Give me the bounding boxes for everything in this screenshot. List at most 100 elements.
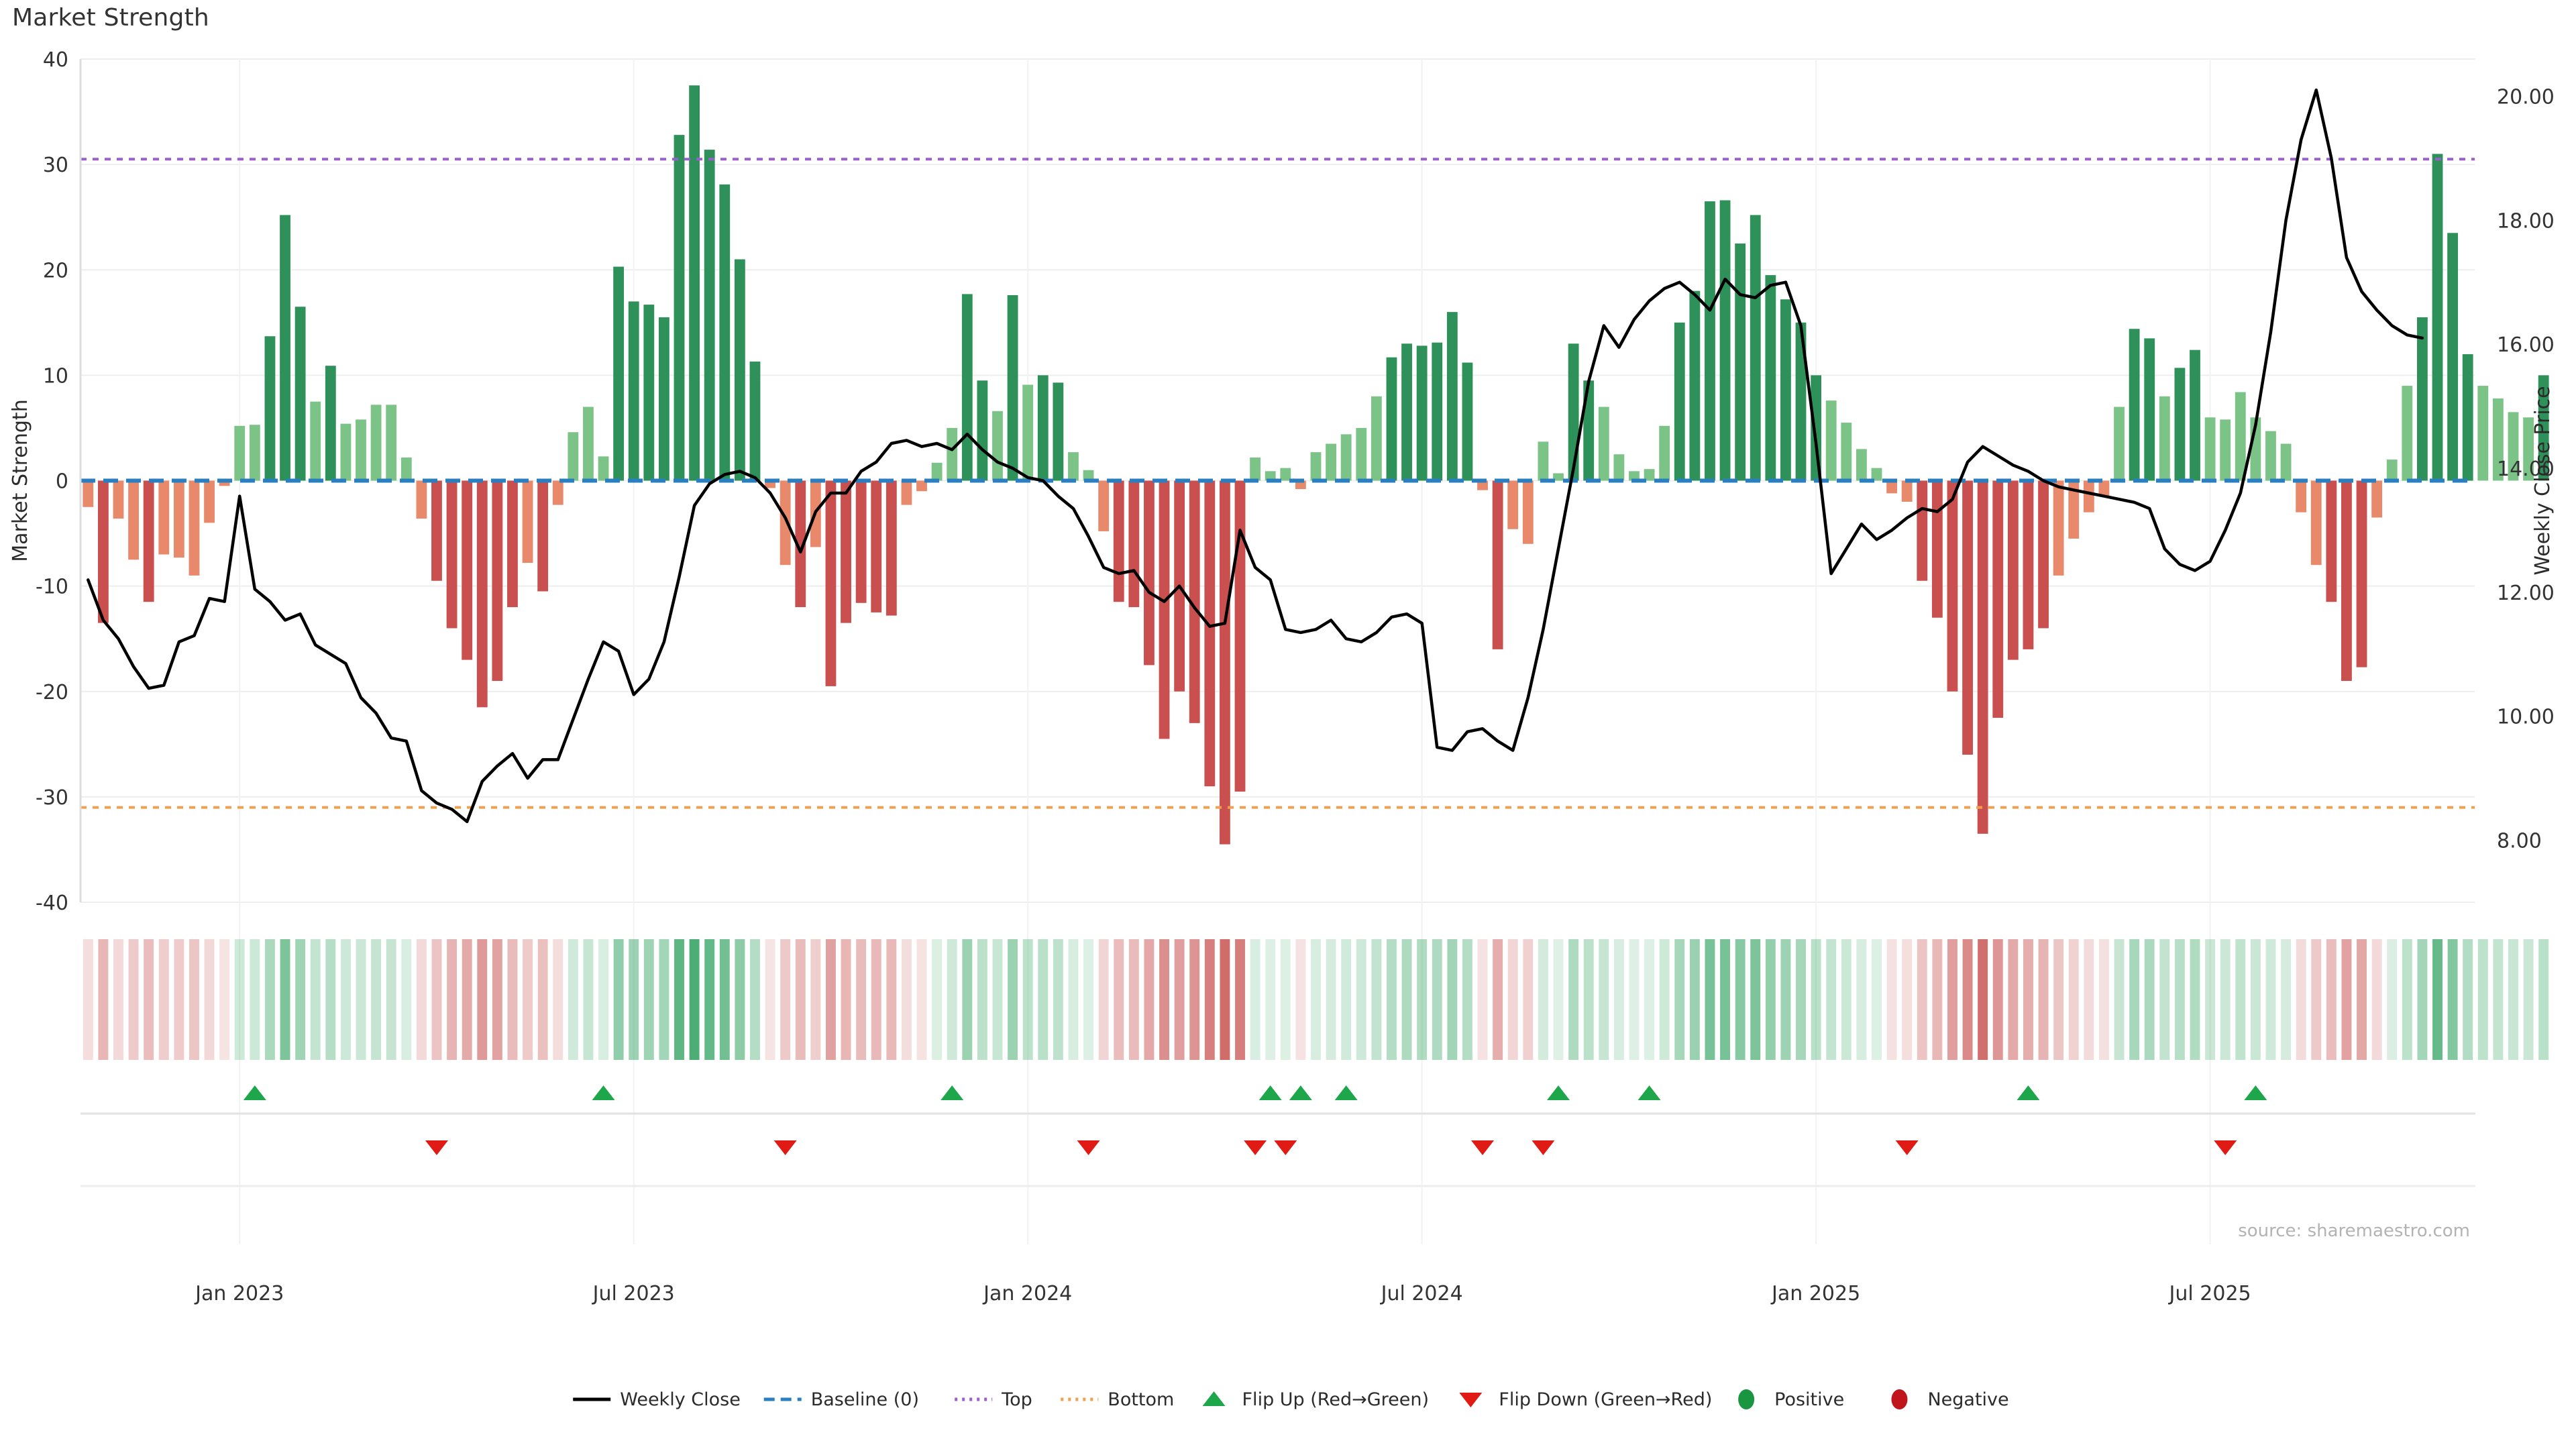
heatmap-cell [2008, 939, 2019, 1060]
strength-bar [1189, 480, 1200, 723]
strength-bar [1735, 243, 1746, 481]
strength-bar [1068, 452, 1079, 481]
strength-bar [2417, 317, 2428, 481]
heatmap-cell [340, 939, 351, 1060]
strength-bar [1340, 434, 1352, 481]
heatmap-cell [158, 939, 169, 1060]
strength-bar [97, 480, 109, 623]
strength-bar [855, 480, 867, 603]
heatmap-cell [871, 939, 881, 1060]
heatmap-cell [2053, 939, 2064, 1060]
heatmap-cell [1083, 939, 1094, 1060]
strength-bar [1477, 480, 1488, 490]
strength-bar [340, 423, 352, 481]
strength-bar [1220, 480, 1230, 845]
strength-bar [1326, 443, 1336, 481]
legend: Weekly Close Baseline (0) Top Bottom Flip Up… [573, 1389, 2009, 1410]
legend-item: Bottom [1061, 1389, 1174, 1410]
heatmap-cell [613, 939, 624, 1060]
strength-bar [689, 85, 700, 481]
strength-bars [83, 85, 2549, 845]
heatmap-cell [250, 939, 260, 1060]
y2-axis-tick-label: 14.00 [2497, 458, 2555, 481]
heatmap-cell [810, 939, 821, 1060]
heatmap-cell [2250, 939, 2261, 1060]
heatmap-cell [1599, 939, 1609, 1060]
strength-bar [1356, 427, 1367, 481]
strength-bar [628, 301, 639, 481]
legend-label: Baseline (0) [811, 1389, 919, 1410]
strength-bar [1280, 468, 1291, 481]
strength-bar [2310, 480, 2322, 566]
strength-bar [446, 480, 458, 629]
strength-bar [1144, 480, 1155, 665]
x-axis-tick-label: Jan 2024 [982, 1282, 1072, 1305]
axes: 40 30 20 10 0 -10 -20 -30 -40 20.00 18.00 16.00 14.0… [9, 48, 2555, 1305]
strength-bar [2204, 417, 2216, 481]
heatmap-cell [992, 939, 1003, 1060]
heatmap-cell [416, 939, 427, 1060]
strength-bar [416, 480, 427, 519]
heatmap-cell [1553, 939, 1564, 1060]
heatmap-cell [113, 939, 123, 1060]
strength-bar [901, 480, 912, 505]
heatmap-cell [401, 939, 412, 1060]
strength-bar [1159, 480, 1170, 739]
heatmap-cell [2265, 939, 2276, 1060]
heatmap-cell [1008, 939, 1018, 1060]
y2-axis-tick-label: 20.00 [2497, 85, 2555, 109]
heatmap-cell [2023, 939, 2033, 1060]
strength-bar [916, 480, 927, 492]
flip-down-marker-icon [2214, 1140, 2237, 1155]
strength-bar [1083, 470, 1094, 481]
strength-bar [2098, 480, 2110, 497]
strength-bar [734, 259, 745, 481]
strength-bar [310, 401, 321, 481]
heatmap-cell [2281, 939, 2292, 1060]
strength-bar [537, 480, 549, 592]
heatmap-cell [1811, 939, 1821, 1060]
heatmap-cell [977, 939, 987, 1060]
flip-down-marker-icon [1895, 1140, 1919, 1155]
strength-bar [961, 294, 973, 481]
strength-bar [2114, 407, 2125, 481]
strength-bar [2174, 368, 2186, 481]
heatmap-cell [325, 939, 336, 1060]
strength-bar [1250, 457, 1261, 481]
strength-bar [264, 336, 276, 481]
strength-bar [1538, 441, 1549, 481]
reference-lines [80, 158, 2475, 809]
heatmap-cell [659, 939, 669, 1060]
strength-bar [1234, 480, 1246, 792]
strength-bar [1462, 362, 1473, 481]
heatmap-cell [2114, 939, 2125, 1060]
heatmap-cell [1280, 939, 1291, 1060]
y-axis-tick-label: 40 [43, 48, 68, 72]
heatmap-cell [856, 939, 867, 1060]
heatmap-cell [174, 939, 184, 1060]
strength-bar [2129, 329, 2140, 481]
heatmap-cell [1978, 939, 1988, 1060]
heatmap-cell [1068, 939, 1079, 1060]
heatmap-cell [2493, 939, 2504, 1060]
flip-down-marker-icon [425, 1140, 448, 1155]
heatmap-cell [553, 939, 564, 1060]
heatmap-cell [583, 939, 594, 1060]
y-axis-tick-label: 10 [43, 364, 68, 388]
strength-bar [1492, 480, 1503, 649]
strength-bar [2356, 480, 2367, 667]
strength-bar [1007, 294, 1018, 481]
heatmap-cell [886, 939, 897, 1060]
strength-bar [2523, 417, 2534, 481]
legend-item: Negative [1891, 1389, 2009, 1410]
strength-bar [522, 480, 533, 564]
heatmap-cell [1447, 939, 1458, 1060]
heatmap-cell [264, 939, 275, 1060]
strength-bar [583, 407, 594, 481]
strength-bar [2007, 480, 2019, 660]
strength-bar [1295, 480, 1306, 490]
legend-label: Weekly Close [620, 1389, 741, 1410]
strength-bar [1962, 480, 1973, 755]
heatmap-cell [629, 939, 639, 1060]
heatmap-cell [2205, 939, 2216, 1060]
